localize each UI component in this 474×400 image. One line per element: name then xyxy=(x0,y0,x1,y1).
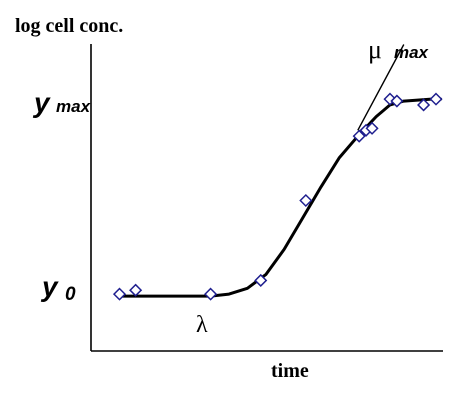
ymax-label: y max xyxy=(32,87,92,118)
observed-point-marker xyxy=(254,273,268,288)
mu-subscript: max xyxy=(394,43,430,62)
y0-label: y 0 xyxy=(40,271,76,305)
ymax-symbol: y xyxy=(32,87,51,118)
x-axis-label: time xyxy=(271,360,309,382)
lambda-label: λ xyxy=(196,312,208,338)
mu-symbol: μ xyxy=(368,35,382,64)
y-axis-label: log cell conc. xyxy=(15,15,123,37)
observed-point-marker xyxy=(417,98,431,112)
observed-point-marker xyxy=(129,283,143,297)
observed-point-marker xyxy=(299,193,313,208)
observed-point-marker xyxy=(112,287,127,301)
mu-max-tangent-line xyxy=(357,44,405,131)
mu-max-label: μ max xyxy=(368,35,430,64)
ymax-subscript: max xyxy=(56,97,92,116)
y0-symbol: y xyxy=(40,271,59,302)
y0-subscript: 0 xyxy=(65,284,76,305)
observed-point-marker xyxy=(204,287,218,301)
observed-point-marker xyxy=(429,92,443,106)
observed-point-marker xyxy=(352,129,366,143)
observed-point-marker xyxy=(365,121,379,135)
observed-points xyxy=(112,92,443,301)
fitted-curve xyxy=(117,97,443,298)
observed-point-marker xyxy=(390,94,404,108)
